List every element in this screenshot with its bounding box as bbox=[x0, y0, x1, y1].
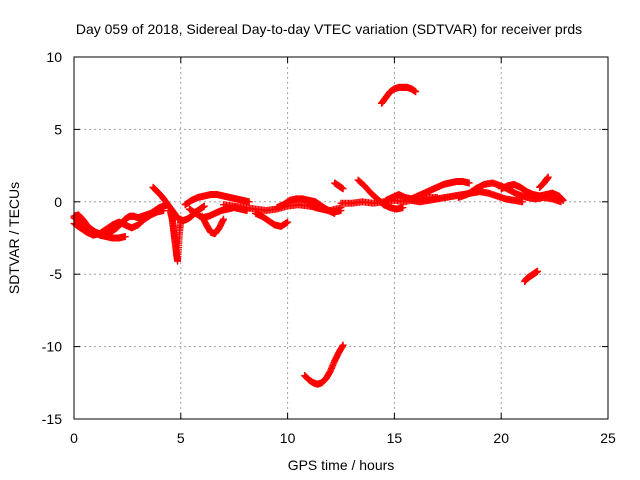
x-tick-label: 20 bbox=[493, 430, 509, 446]
series-arc-7 bbox=[198, 212, 228, 238]
data-point bbox=[121, 233, 129, 241]
series-arc-12 bbox=[331, 179, 347, 193]
y-tick-label: 10 bbox=[46, 49, 62, 65]
data-point bbox=[337, 206, 345, 214]
x-axis-label: GPS time / hours bbox=[288, 457, 395, 473]
data-point bbox=[399, 204, 407, 212]
data-point bbox=[412, 88, 420, 96]
data-point bbox=[284, 218, 292, 226]
data-point bbox=[220, 215, 228, 223]
series-arc-11 bbox=[305, 201, 345, 216]
data-point bbox=[544, 173, 552, 181]
series-spike bbox=[166, 206, 185, 265]
data-point bbox=[245, 198, 253, 206]
axis-ticks: 0 5 10 15 20 25 -15 -10 -5 0 5 10 bbox=[42, 49, 616, 446]
series-bottom-arc bbox=[301, 341, 347, 388]
data-point bbox=[465, 179, 473, 187]
x-tick-label: 10 bbox=[280, 430, 296, 446]
x-tick-label: 0 bbox=[70, 430, 78, 446]
data-point bbox=[559, 196, 567, 204]
plot-frame bbox=[73, 56, 609, 420]
series-arc-19 bbox=[536, 173, 552, 191]
series-arc-3 bbox=[70, 214, 129, 242]
y-tick-label: -10 bbox=[42, 339, 62, 355]
data-point bbox=[200, 202, 208, 210]
series-arc-5 bbox=[181, 191, 253, 209]
series-low-arc bbox=[521, 267, 542, 285]
y-tick-label: 0 bbox=[54, 194, 62, 210]
series-arc-14 bbox=[354, 176, 407, 213]
data-point bbox=[534, 267, 542, 275]
y-tick-label: -5 bbox=[50, 266, 63, 282]
data-point bbox=[177, 215, 185, 223]
data-point bbox=[339, 185, 347, 193]
chart-title: Day 059 of 2018, Sidereal Day-to-day VTE… bbox=[76, 21, 582, 37]
x-tick-label: 25 bbox=[600, 430, 616, 446]
x-tick-label: 5 bbox=[177, 430, 185, 446]
series-top-arc bbox=[378, 83, 420, 107]
data-marks bbox=[70, 83, 567, 388]
y-tick-label: 5 bbox=[54, 121, 62, 137]
y-axis-label: SDTVAR / TECUs bbox=[6, 182, 22, 294]
series-arc-18 bbox=[497, 180, 567, 204]
series-arc-16 bbox=[407, 188, 527, 206]
x-tick-label: 15 bbox=[387, 430, 403, 446]
y-tick-label: -15 bbox=[42, 411, 62, 427]
data-point bbox=[339, 341, 347, 349]
data-point bbox=[160, 206, 168, 214]
grid bbox=[74, 57, 608, 419]
series-arc-9 bbox=[252, 209, 292, 230]
